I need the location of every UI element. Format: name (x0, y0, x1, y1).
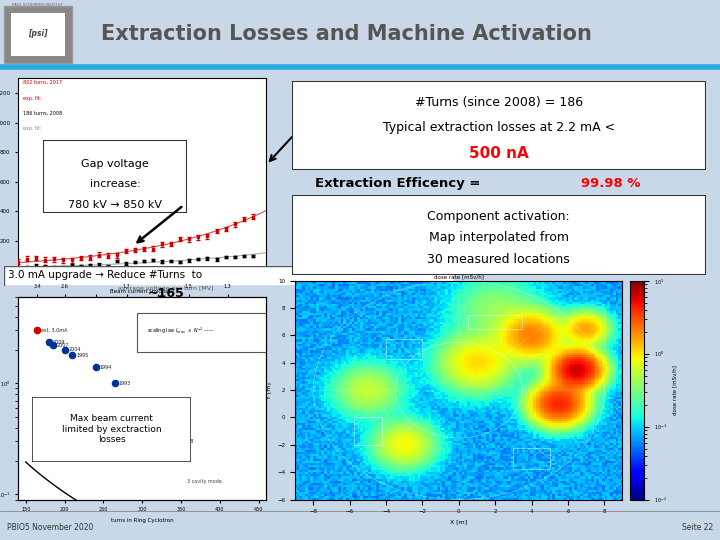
Bar (354, 417, 382, 445)
X-axis label: X [m]: X [m] (450, 520, 467, 525)
Text: 3 cavity mode: 3 cavity mode (187, 480, 222, 484)
Text: Map interpolated from: Map interpolated from (428, 231, 569, 244)
Text: est. 3.0mA: est. 3.0mA (41, 328, 68, 333)
Point (66, 351, 78, 360)
Text: [psi]: [psi] (27, 29, 48, 38)
scaling law (31, 467, 40, 474)
Text: PBIO5 November 2020: PBIO5 November 2020 (7, 523, 94, 532)
Text: 30 measured locations: 30 measured locations (427, 253, 570, 266)
Text: 1995: 1995 (76, 353, 89, 357)
Text: 3.0 mA upgrade → Reduce #Turns  to: 3.0 mA upgrade → Reduce #Turns to (8, 270, 202, 280)
Point (43, 338, 55, 347)
Point (32, 326, 43, 335)
Text: average voltage per turn [MV]: average voltage per turn [MV] (118, 286, 213, 291)
Point (59, 346, 71, 354)
Text: Seite 22: Seite 22 (682, 523, 713, 532)
Y-axis label: dose rate [mSv/h]: dose rate [mSv/h] (672, 365, 678, 415)
Y-axis label: Y [m]: Y [m] (267, 382, 271, 399)
scaling law (66, 493, 75, 500)
Text: 2004: 2004 (68, 347, 81, 353)
Text: 2007: 2007 (57, 343, 69, 348)
Bar (468, 315, 523, 329)
Point (90, 363, 102, 372)
Bar (386, 339, 423, 360)
Text: 1988: 1988 (181, 439, 194, 444)
Text: #Turns (since 2008) = 186: #Turns (since 2008) = 186 (415, 96, 582, 109)
Text: 1993: 1993 (119, 381, 131, 386)
Text: Max beam current
limited by exctraction
losses: Max beam current limited by exctraction … (62, 414, 161, 444)
Bar (11, 12, 65, 56)
Text: 802 turns, 2017: 802 turns, 2017 (23, 80, 62, 85)
Point (48, 341, 59, 350)
FancyBboxPatch shape (138, 313, 266, 352)
Text: Extraction Efficency =: Extraction Efficency = (315, 177, 485, 190)
Text: scaling law $I_{max}$ $\propto$ $N^{-2}$ ——: scaling law $I_{max}$ $\propto$ $N^{-2}$… (147, 325, 215, 335)
Text: 186 turns, 2008: 186 turns, 2008 (23, 111, 62, 116)
X-axis label: Beam current [micro A]: Beam current [micro A] (110, 288, 174, 293)
Text: 780 kV → 850 kV: 780 kV → 850 kV (68, 200, 162, 210)
Text: 99.98 %: 99.98 % (581, 177, 640, 190)
Text: 1992: 1992 (154, 410, 166, 415)
Text: increase:: increase: (90, 179, 140, 189)
Line: scaling law: scaling law (26, 462, 266, 540)
scaling law (36, 471, 45, 478)
Point (144, 408, 156, 416)
Text: Gap voltage: Gap voltage (81, 159, 149, 168)
Bar (4, 5, 72, 63)
Title: dose rate [mSv/h]: dose rate [mSv/h] (434, 274, 484, 279)
scaling law (22, 459, 30, 465)
Text: Component activation:: Component activation: (427, 210, 570, 223)
Text: Extraction Losses and Machine Activation: Extraction Losses and Machine Activation (101, 24, 592, 44)
Text: PAUL SCHERRER INSTITUT: PAUL SCHERRER INSTITUT (12, 3, 63, 7)
Text: 1994: 1994 (99, 364, 112, 370)
Point (171, 437, 183, 445)
Text: exp. fit:: exp. fit: (23, 96, 42, 100)
Text: ~165: ~165 (147, 287, 184, 300)
Text: Typical extraction losses at 2.2 mA <: Typical extraction losses at 2.2 mA < (382, 121, 615, 134)
Text: 2009: 2009 (53, 340, 66, 345)
Point (109, 379, 121, 388)
scaling law (86, 505, 94, 512)
Bar (513, 448, 550, 469)
Text: exp. fit:: exp. fit: (23, 126, 42, 131)
Text: 500 nA: 500 nA (469, 146, 528, 161)
X-axis label: turns in Ring Cyclotron: turns in Ring Cyclotron (111, 518, 174, 523)
